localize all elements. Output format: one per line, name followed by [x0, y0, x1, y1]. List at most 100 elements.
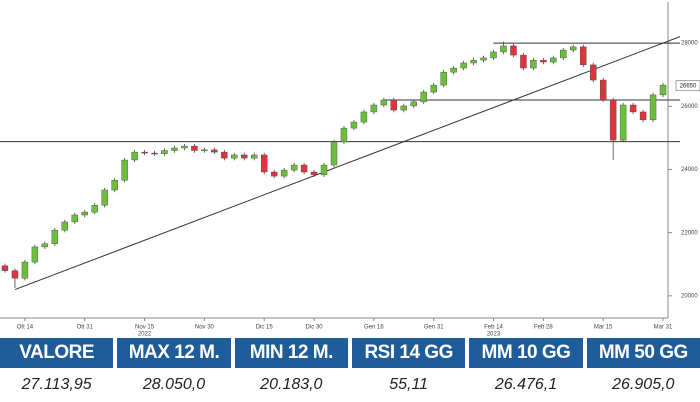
x-tick-label: Feb 14 — [484, 325, 503, 331]
candle-body — [649, 94, 657, 121]
candle-body — [380, 99, 388, 106]
candle-body — [560, 49, 567, 59]
candle-body — [510, 45, 517, 56]
value-cell: 27.113,95 — [21, 376, 92, 393]
candle-body — [81, 211, 88, 216]
candle-body — [201, 149, 208, 152]
candle-body — [530, 59, 537, 69]
candle-body — [460, 62, 467, 69]
candle-body — [580, 46, 587, 66]
value-cell: 28.050,0 — [142, 376, 206, 393]
candle-body — [280, 169, 288, 177]
candle-body — [330, 141, 338, 166]
candle-body — [221, 151, 228, 159]
candle-body — [1, 265, 9, 271]
header-cell: MAX 12 M. — [117, 338, 231, 368]
candle-body — [629, 104, 637, 113]
candle-body — [91, 204, 98, 213]
x-tick-label: Feb 28 — [534, 325, 553, 331]
candle-body — [61, 221, 69, 231]
x-tick-label: Dic 15 — [256, 325, 274, 331]
candle-body — [440, 71, 447, 86]
candle-body — [520, 54, 527, 69]
last-value: 26650 — [680, 83, 697, 89]
candle-body — [619, 104, 627, 141]
candle-body — [270, 171, 278, 177]
candle-body — [171, 147, 178, 151]
candle-body — [161, 150, 168, 154]
candle-body — [310, 171, 318, 176]
year-label: 2023 — [487, 332, 501, 336]
value-cell: 20.183,0 — [260, 376, 323, 393]
value-row: 27.113,95 28.050,0 20.183,0 55,11 26.476,1 26… — [0, 372, 700, 398]
candle-body — [51, 229, 59, 244]
candle-body — [370, 104, 378, 113]
header-row: VALORE MAX 12 M. MIN 12 M. RSI 14 GG MM 10 G… — [0, 338, 700, 368]
candle-body — [261, 154, 268, 173]
y-tick-label: 20000 — [681, 293, 698, 299]
candle-body — [151, 152, 158, 155]
candle-body — [609, 99, 617, 141]
x-tick-label: Gen 31 — [424, 325, 444, 331]
candle-body — [211, 149, 218, 153]
year-label: 2022 — [138, 332, 152, 336]
candle-body — [111, 180, 118, 191]
y-tick-label: 28000 — [681, 41, 698, 47]
x-tick-label: Mar 31 — [654, 325, 673, 331]
value-cell: 26.905,0 — [612, 376, 675, 393]
candle-body — [430, 84, 437, 93]
trendline — [14, 36, 681, 291]
candle-body — [390, 99, 398, 111]
candle-body — [191, 145, 198, 151]
candle-body — [400, 105, 407, 111]
candle-body — [659, 84, 667, 96]
candle-body — [490, 51, 497, 59]
candle-body — [500, 45, 507, 53]
candle-body — [31, 246, 39, 263]
candle-body — [141, 151, 148, 154]
candle-body — [131, 151, 138, 161]
candle-body — [360, 111, 368, 123]
candle-body — [540, 59, 547, 63]
x-tick-label: Dic 30 — [306, 325, 324, 331]
last-value-tag — [675, 80, 700, 92]
x-tick-label: Ott 31 — [77, 325, 94, 331]
chart: 20000 22000 24000 26000 28000 Ott 14 Ott 31 Nov… — [0, 2, 700, 336]
candle-body — [450, 67, 457, 73]
x-tick-label: Nov 15 — [135, 325, 155, 331]
x-tick-label: Mar 15 — [594, 325, 613, 331]
candle-body — [121, 159, 128, 181]
candle-body — [350, 121, 358, 129]
stats-table: VALORE MAX 12 M. MIN 12 M. RSI 14 GG MM 10 G… — [0, 338, 700, 402]
candle-body — [320, 164, 328, 176]
candle-body — [300, 164, 308, 173]
y-tick-label: 26000 — [681, 104, 698, 110]
candle-body — [241, 154, 248, 159]
candle-body — [639, 111, 647, 121]
candle-body — [420, 91, 427, 103]
header-cell: VALORE — [0, 338, 114, 368]
candle-body — [21, 261, 29, 279]
value-cell: 26.476,1 — [494, 376, 558, 393]
candle-body — [599, 79, 607, 101]
y-tick-label: 22000 — [681, 230, 698, 236]
candle-body — [570, 46, 577, 51]
candle-body — [101, 189, 108, 206]
header-cell: MM 50 GG — [586, 338, 700, 368]
candle-body — [470, 59, 477, 64]
candle-body — [590, 64, 597, 81]
value-cell: 55,11 — [389, 376, 429, 393]
candle-body — [340, 127, 348, 143]
candle-body — [410, 101, 417, 107]
x-tick-label: Ott 14 — [17, 325, 34, 331]
x-tick-label: Gen 16 — [364, 325, 384, 331]
candle-body — [290, 164, 298, 171]
header-cell: RSI 14 GG — [351, 338, 466, 368]
candle-body — [550, 57, 557, 63]
candle-body — [181, 145, 188, 149]
x-tick-label: Nov 30 — [195, 325, 215, 331]
candle-body — [231, 154, 238, 159]
candle-body — [71, 214, 78, 223]
candle-body — [11, 270, 19, 279]
